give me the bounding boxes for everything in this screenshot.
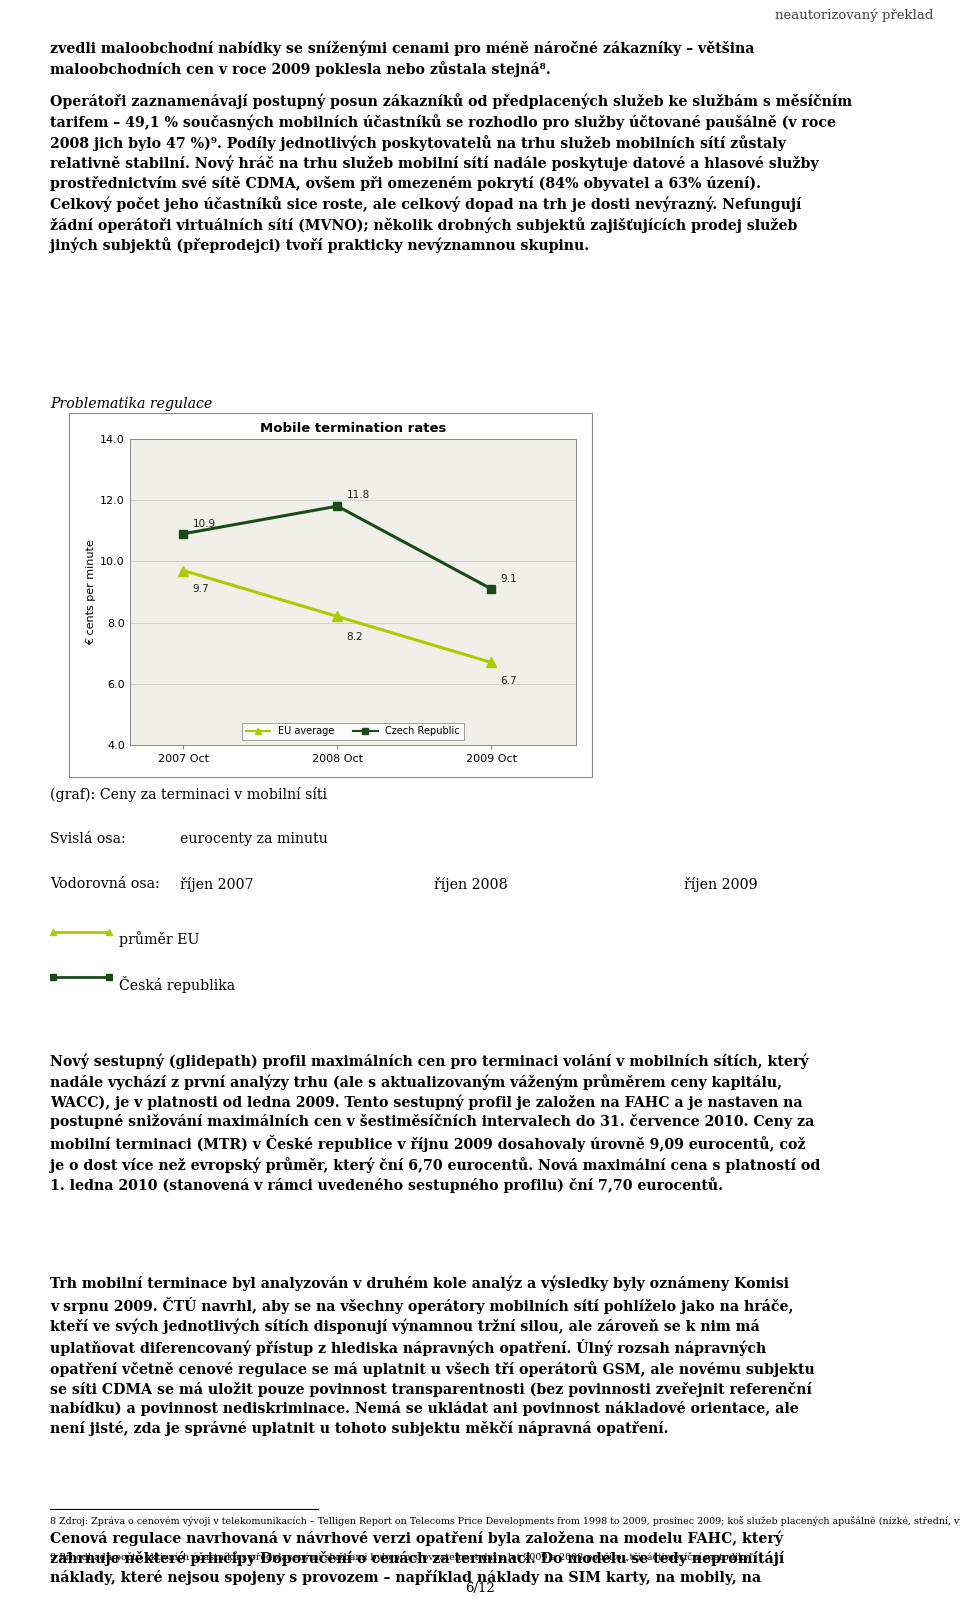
Text: 8.2: 8.2 [347, 632, 363, 642]
Text: Vodorovná osa:: Vodorovná osa: [50, 877, 159, 892]
Text: říjen 2009: říjen 2009 [684, 877, 757, 892]
Text: zvedli maloobchodní nabídky se sníženými cenami pro méně náročné zákazníky – vět: zvedli maloobchodní nabídky se sníženými… [50, 40, 755, 77]
Text: Trh mobilní terminace byl analyzován v druhém kole analýz a výsledky byly oznáme: Trh mobilní terminace byl analyzován v d… [50, 1276, 815, 1436]
Text: Nový sestupný (glidepath) profil maximálních cen pro terminaci volání v mobilníc: Nový sestupný (glidepath) profil maximál… [50, 1053, 820, 1194]
Text: eurocenty za minutu: eurocenty za minutu [180, 832, 327, 847]
Text: 11.8: 11.8 [347, 490, 370, 500]
Text: 9 Při odhadu počtu aktivních účastníků s předplacenými službami bylo pro srovnat: 9 Při odhadu počtu aktivních účastníků s… [50, 1552, 756, 1563]
Text: průměr EU: průměr EU [119, 931, 200, 947]
Text: 6.7: 6.7 [500, 676, 517, 686]
Y-axis label: € cents per minute: € cents per minute [85, 539, 96, 645]
Text: říjen 2007: říjen 2007 [180, 877, 253, 892]
Text: (graf): Ceny za terminaci v mobilní síti: (graf): Ceny za terminaci v mobilní síti [50, 787, 327, 802]
Text: neautorizovaný překlad: neautorizovaný překlad [775, 10, 933, 23]
Text: Česká republika: Česká republika [119, 976, 235, 994]
Title: Mobile termination rates: Mobile termination rates [259, 421, 446, 436]
Text: Problematika regulace: Problematika regulace [50, 397, 212, 411]
Text: Operátoři zaznamenávají postupný posun zákazníků od předplacených služeb ke služ: Operátoři zaznamenávají postupný posun z… [50, 94, 852, 253]
Text: říjen 2008: říjen 2008 [434, 877, 508, 892]
Text: 9.7: 9.7 [193, 584, 209, 594]
Text: 6/12: 6/12 [466, 1582, 494, 1595]
Text: 9.1: 9.1 [500, 574, 517, 584]
Legend: EU average, Czech Republic: EU average, Czech Republic [242, 723, 464, 740]
Text: 8 Zdroj: Zpráva o cenovém vývoji v telekomunikacích – Telligen Report on Telecom: 8 Zdroj: Zpráva o cenovém vývoji v telek… [50, 1516, 960, 1526]
Text: Cenová regulace navrhovaná v návrhové verzi opatření byla založena na modelu FAH: Cenová regulace navrhovaná v návrhové ve… [50, 1531, 784, 1586]
Text: 10.9: 10.9 [193, 519, 216, 529]
Text: Svislá osa:: Svislá osa: [50, 832, 126, 847]
